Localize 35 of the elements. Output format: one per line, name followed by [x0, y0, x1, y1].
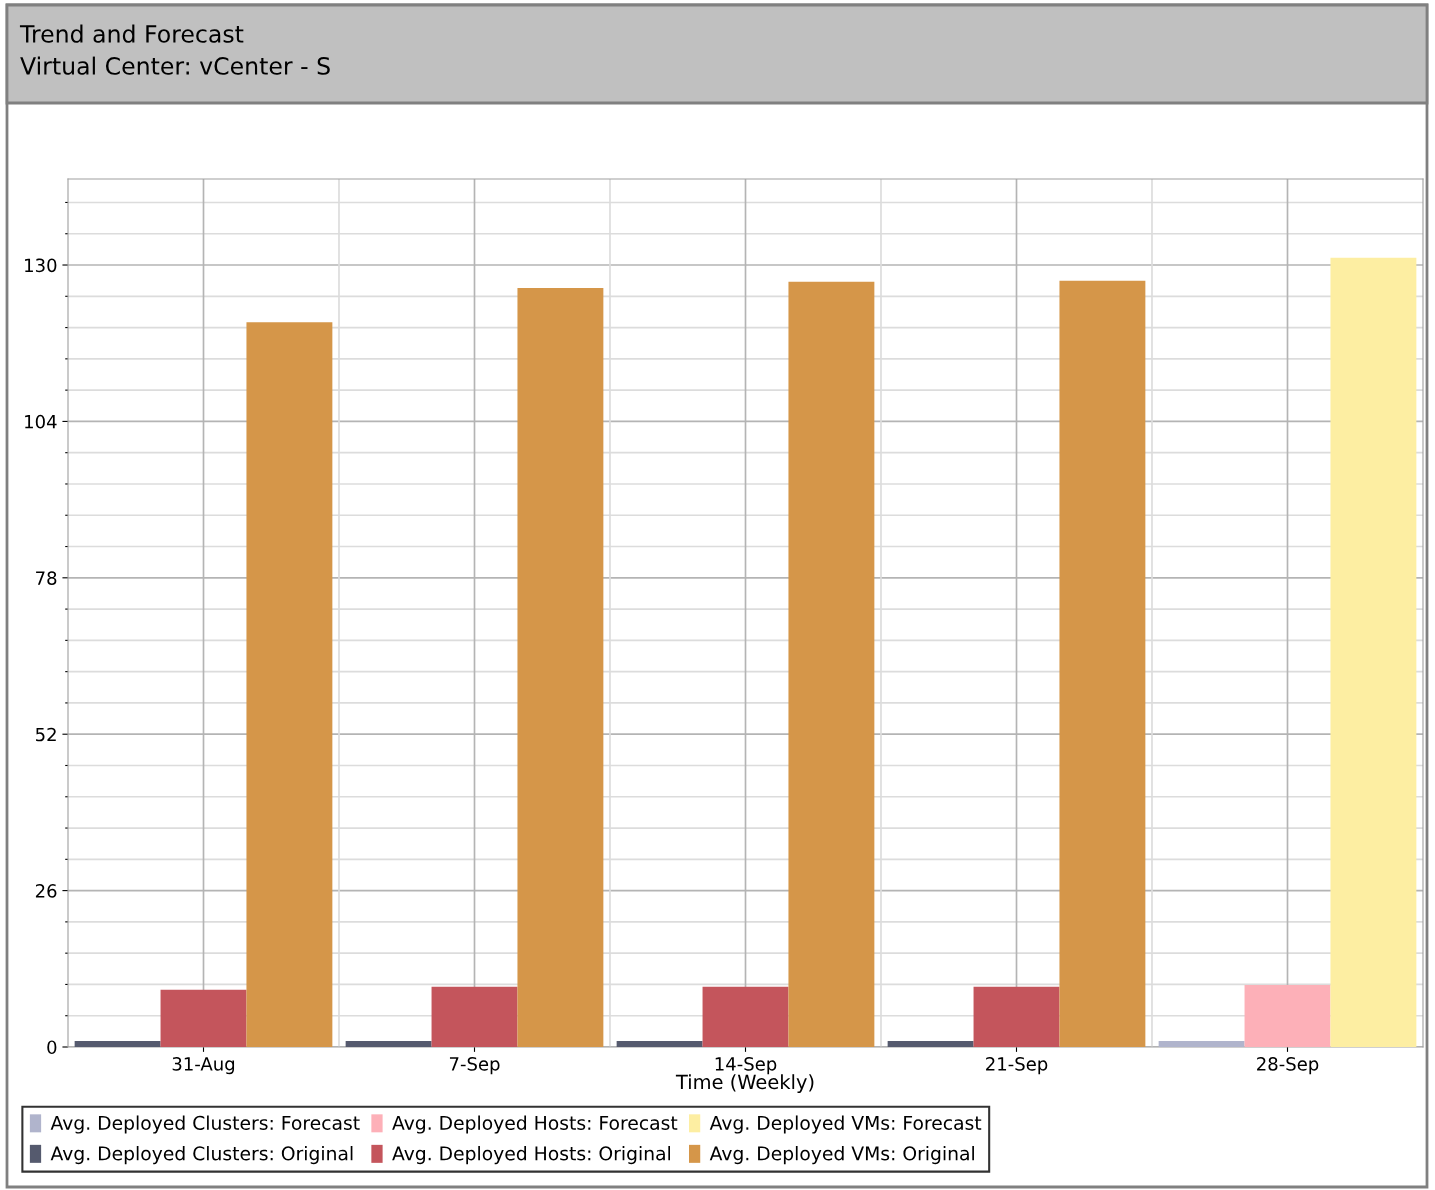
bar: [74, 1040, 161, 1047]
bar: [431, 986, 518, 1047]
x-tick-label: 14-Sep: [715, 1057, 777, 1075]
y-tick-label: 78: [36, 571, 57, 585]
legend-label: Avg. Deployed Clusters: Forecast: [50, 1115, 360, 1134]
x-tick-label: 31-Aug: [172, 1057, 235, 1075]
legend-label: Avg. Deployed Clusters: Original: [50, 1145, 353, 1165]
y-tick-label: 52: [36, 727, 56, 742]
y-tick-label: 0: [47, 1040, 57, 1055]
legend-label: Avg. Deployed Hosts: Forecast: [392, 1115, 678, 1134]
bar: [616, 1040, 703, 1047]
bar: [887, 1040, 974, 1047]
bar: [1059, 280, 1146, 1047]
bar: [973, 986, 1060, 1047]
chart-subtitle: Virtual Center: vCenter - S: [20, 56, 330, 75]
bar: [345, 1040, 432, 1047]
x-tick-label: 7-Sep: [449, 1057, 500, 1075]
legend-label: Avg. Deployed Hosts: Original: [392, 1145, 671, 1165]
bar: [160, 989, 247, 1047]
x-axis-title: Time (Weekly): [675, 1074, 814, 1094]
x-tick-label: 21-Sep: [986, 1057, 1048, 1075]
bar: [1244, 985, 1331, 1047]
y-tick-label: 104: [25, 414, 57, 429]
bar: [1158, 1040, 1245, 1047]
bar: [517, 287, 604, 1047]
bar: [246, 322, 333, 1047]
bar: [1330, 257, 1417, 1047]
bar: [702, 986, 789, 1047]
y-tick-label: 130: [25, 258, 57, 273]
x-tick-label: 28-Sep: [1257, 1057, 1319, 1075]
y-tick-label: 26: [35, 884, 57, 898]
chart-title: Trend and Forecast: [19, 24, 244, 43]
bar: [788, 281, 875, 1047]
legend-label: Avg. Deployed VMs: Original: [709, 1145, 974, 1165]
legend-label: Avg. Deployed VMs: Forecast: [709, 1115, 982, 1134]
